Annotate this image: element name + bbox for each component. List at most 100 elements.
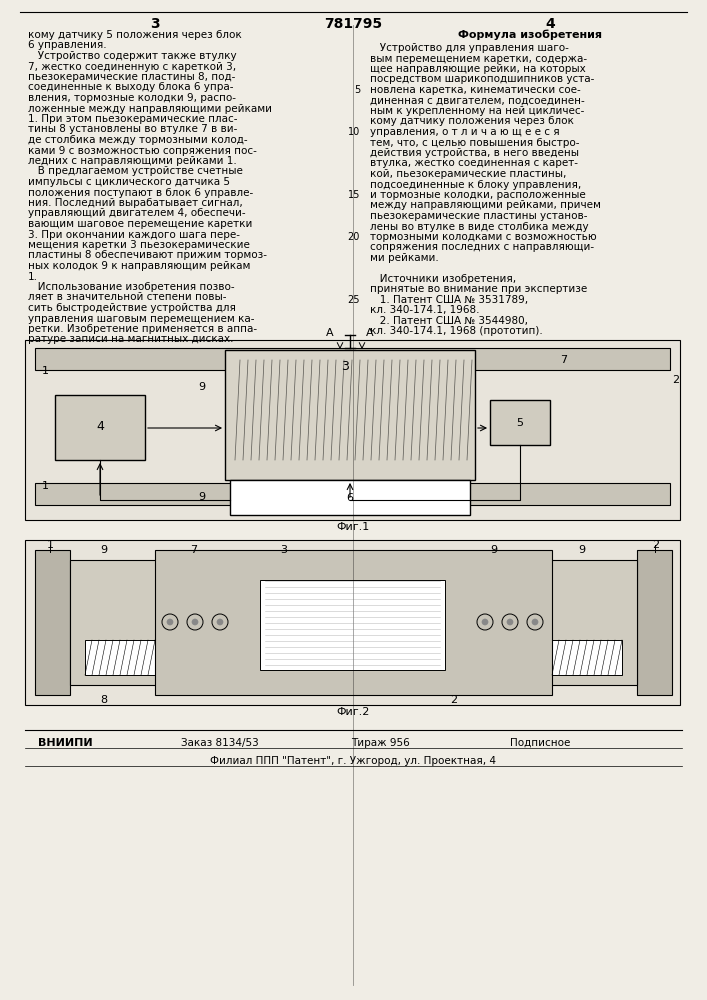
Text: ретки. Изобретение применяется в аппа-: ретки. Изобретение применяется в аппа- xyxy=(28,324,257,334)
Text: 7: 7 xyxy=(560,355,567,365)
Text: мещения каретки 3 пьезокерамические: мещения каретки 3 пьезокерамические xyxy=(28,240,250,250)
Text: 2: 2 xyxy=(672,375,679,385)
Text: 9: 9 xyxy=(198,492,205,502)
Text: 3: 3 xyxy=(150,17,160,31)
Text: A: A xyxy=(366,328,374,338)
Text: между направляющими рейками, причем: между направляющими рейками, причем xyxy=(370,200,601,211)
Text: управления шаговым перемещением ка-: управления шаговым перемещением ка- xyxy=(28,314,255,324)
Text: Подписное: Подписное xyxy=(510,738,570,748)
Text: ми рейками.: ми рейками. xyxy=(370,253,439,263)
Text: ложенные между направляющими рейками: ложенные между направляющими рейками xyxy=(28,104,272,113)
Text: действия устройства, в него введены: действия устройства, в него введены xyxy=(370,148,579,158)
Text: сопряжения последних с направляющи-: сопряжения последних с направляющи- xyxy=(370,242,594,252)
Text: ных колодок 9 к направляющим рейкам: ных колодок 9 к направляющим рейкам xyxy=(28,261,250,271)
Text: кому датчику 5 положения через блок: кому датчику 5 положения через блок xyxy=(28,30,242,40)
Text: пластины 8 обеспечивают прижим тормоз-: пластины 8 обеспечивают прижим тормоз- xyxy=(28,250,267,260)
Text: щее направляющие рейки, на которых: щее направляющие рейки, на которых xyxy=(370,64,586,74)
Bar xyxy=(25,540,680,705)
Text: 9: 9 xyxy=(198,382,205,392)
Bar xyxy=(85,640,155,675)
Text: ВНИИПИ: ВНИИПИ xyxy=(37,738,93,748)
Circle shape xyxy=(482,619,488,625)
Text: 1.: 1. xyxy=(28,271,38,282)
Circle shape xyxy=(507,619,513,625)
Text: тины 8 установлены во втулке 7 в ви-: тины 8 установлены во втулке 7 в ви- xyxy=(28,124,238,134)
Text: ками 9 с возможностью сопряжения пос-: ками 9 с возможностью сопряжения пос- xyxy=(28,145,257,155)
Circle shape xyxy=(167,619,173,625)
Text: ляет в значительной степени повы-: ляет в значительной степени повы- xyxy=(28,292,226,302)
Text: В предлагаемом устройстве счетные: В предлагаемом устройстве счетные xyxy=(28,166,243,176)
Text: Фиг.2: Фиг.2 xyxy=(337,707,370,717)
Text: кл. 340-174.1, 1968.: кл. 340-174.1, 1968. xyxy=(370,306,479,316)
Text: вления, тормозные колодки 9, распо-: вления, тормозные колодки 9, распо- xyxy=(28,93,236,103)
Text: втулка, жестко соединенная с карет-: втулка, жестко соединенная с карет- xyxy=(370,158,578,168)
Text: пьезокерамические пластины 8, под-: пьезокерамические пластины 8, под- xyxy=(28,72,235,82)
Text: 781795: 781795 xyxy=(324,17,382,31)
Circle shape xyxy=(217,619,223,625)
Text: тем, что, с целью повышения быстро-: тем, что, с целью повышения быстро- xyxy=(370,137,580,147)
Text: 3. При окончании каждого шага пере-: 3. При окончании каждого шага пере- xyxy=(28,230,240,239)
Text: 1. При этом пьезокерамические плас-: 1. При этом пьезокерамические плас- xyxy=(28,114,238,124)
Text: Филиал ППП "Патент", г. Ужгород, ул. Проектная, 4: Филиал ППП "Патент", г. Ужгород, ул. Про… xyxy=(210,756,496,766)
Text: 6: 6 xyxy=(346,493,354,503)
Text: 10: 10 xyxy=(348,127,360,137)
Text: 6 управления.: 6 управления. xyxy=(28,40,107,50)
Text: 5: 5 xyxy=(354,85,360,95)
Text: кой, пьезокерамические пластины,: кой, пьезокерамические пластины, xyxy=(370,169,566,179)
Text: новлена каретка, кинематически сое-: новлена каретка, кинематически сое- xyxy=(370,85,580,95)
Bar xyxy=(35,550,70,695)
Text: ным к укрепленному на ней цикличес-: ным к укрепленному на ней цикличес- xyxy=(370,106,585,116)
Bar xyxy=(225,350,475,480)
Text: 20: 20 xyxy=(348,232,360,242)
Text: 2: 2 xyxy=(652,540,659,550)
Text: Устройство для управления шаго-: Устройство для управления шаго- xyxy=(370,43,569,53)
Text: 2: 2 xyxy=(450,695,457,705)
Text: 1: 1 xyxy=(42,366,49,376)
Bar xyxy=(260,580,445,670)
Text: принятые во внимание при экспертизе: принятые во внимание при экспертизе xyxy=(370,284,588,294)
Bar xyxy=(155,550,552,695)
Text: 7: 7 xyxy=(190,545,197,555)
Text: 1: 1 xyxy=(47,540,54,550)
Text: 3: 3 xyxy=(341,360,349,373)
Text: ледних с направляющими рейками 1.: ледних с направляющими рейками 1. xyxy=(28,156,237,166)
Text: кл. 340-174.1, 1968 (прототип).: кл. 340-174.1, 1968 (прототип). xyxy=(370,326,543,336)
Text: посредством шарикоподшипников уста-: посредством шарикоподшипников уста- xyxy=(370,75,595,85)
Text: пьезокерамические пластины установ-: пьезокерамические пластины установ- xyxy=(370,211,588,221)
Text: 25: 25 xyxy=(348,295,360,305)
Text: 1. Патент США № 3531789,: 1. Патент США № 3531789, xyxy=(370,295,528,305)
Bar xyxy=(25,340,680,520)
Bar xyxy=(230,480,470,515)
Text: 3: 3 xyxy=(280,545,287,555)
Text: управляющий двигателем 4, обеспечи-: управляющий двигателем 4, обеспечи- xyxy=(28,209,245,219)
Bar xyxy=(70,560,637,685)
Text: 9: 9 xyxy=(100,545,107,555)
Text: кому датчику положения через блок: кому датчику положения через блок xyxy=(370,116,574,126)
Bar xyxy=(552,640,622,675)
Text: соединенные к выходу блока 6 упра-: соединенные к выходу блока 6 упра- xyxy=(28,83,233,93)
Text: 8: 8 xyxy=(100,695,107,705)
Text: Заказ 8134/53: Заказ 8134/53 xyxy=(181,738,259,748)
Text: Устройство содержит также втулку: Устройство содержит также втулку xyxy=(28,51,237,61)
Text: Использование изобретения позво-: Использование изобретения позво- xyxy=(28,282,235,292)
Text: 5: 5 xyxy=(517,418,523,428)
Text: 4: 4 xyxy=(96,420,104,433)
Text: ния. Последний вырабатывает сигнал,: ния. Последний вырабатывает сигнал, xyxy=(28,198,243,208)
Text: положения поступают в блок 6 управле-: положения поступают в блок 6 управле- xyxy=(28,188,253,198)
Bar xyxy=(35,348,670,370)
Bar xyxy=(637,550,672,695)
Text: и тормозные колодки, расположенные: и тормозные колодки, расположенные xyxy=(370,190,586,200)
Text: 7, жестко соединенную с кареткой 3,: 7, жестко соединенную с кареткой 3, xyxy=(28,62,236,72)
Text: Тираж 956: Тираж 956 xyxy=(351,738,409,748)
Bar xyxy=(490,400,550,445)
Text: Фиг.1: Фиг.1 xyxy=(337,522,370,532)
Text: тормозными колодками с возможностью: тормозными колодками с возможностью xyxy=(370,232,597,242)
Bar xyxy=(55,395,145,460)
Text: вающим шаговое перемещение каретки: вающим шаговое перемещение каретки xyxy=(28,219,252,229)
Text: 15: 15 xyxy=(348,190,360,200)
Text: де столбика между тормозными колод-: де столбика между тормозными колод- xyxy=(28,135,247,145)
Text: управления, о т л и ч а ю щ е е с я: управления, о т л и ч а ю щ е е с я xyxy=(370,127,560,137)
Bar xyxy=(35,483,670,505)
Text: 9: 9 xyxy=(578,545,585,555)
Text: 2. Патент США № 3544980,: 2. Патент США № 3544980, xyxy=(370,316,528,326)
